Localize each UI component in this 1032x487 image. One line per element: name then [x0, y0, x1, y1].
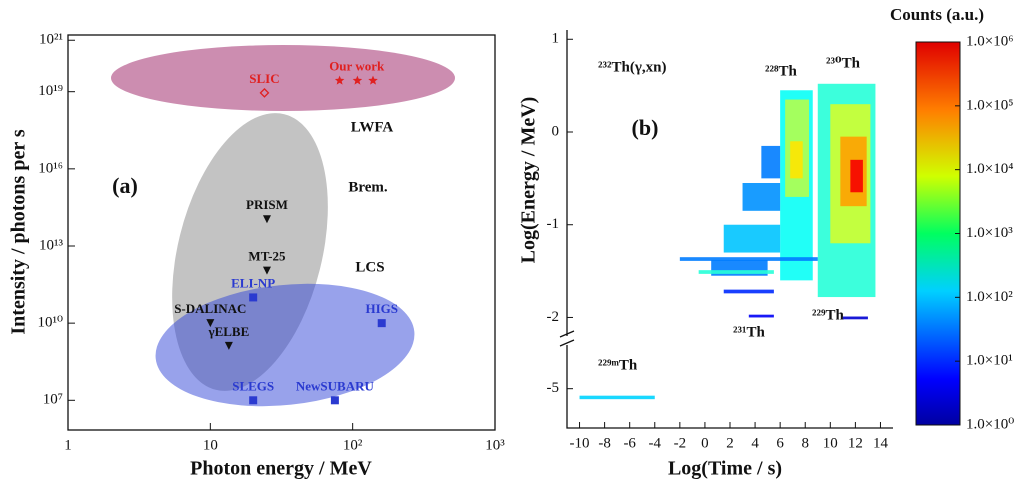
heat-cell	[790, 141, 803, 179]
axis-line	[566, 30, 893, 429]
x-tick-label: -8	[598, 435, 611, 451]
x-tick-label: 10³	[485, 437, 505, 453]
colorbar	[915, 41, 961, 426]
y-tick-label: 10¹³	[39, 237, 63, 253]
point	[334, 75, 345, 85]
x-tick-label: 10	[203, 437, 218, 453]
x-tick-label: 1	[64, 437, 72, 453]
y-tick-label: 10⁷	[43, 392, 63, 408]
region-ellipse	[111, 45, 455, 111]
x-tick-label: -10	[570, 435, 590, 451]
panel-a	[67, 34, 496, 431]
heat-cell	[698, 270, 774, 274]
heat-cell	[742, 183, 781, 211]
x-tick-label: 12	[848, 435, 863, 451]
x-tick-label: 10	[823, 435, 838, 451]
y-tick-label: -5	[547, 380, 560, 396]
x-tick-label: -2	[674, 435, 687, 451]
heat-cell	[679, 257, 818, 261]
y-tick-label: 10¹⁰	[37, 315, 63, 331]
point-label: γELBE	[208, 324, 250, 339]
point-label: NewSUBARU	[296, 378, 375, 393]
y-axis-title: Intensity / photons per s	[8, 129, 30, 334]
point-label: S-DALINAC	[174, 301, 246, 316]
heat-cell	[748, 314, 774, 318]
heat-cell	[723, 289, 774, 294]
y-axis-title: Log(Energy / MeV)	[518, 97, 540, 264]
annotation: ²³²Th(γ,xn)	[598, 59, 666, 75]
colorbar-tick-label: 1.0×10⁶	[966, 33, 1013, 49]
point	[259, 87, 270, 98]
point	[368, 75, 378, 85]
x-axis-title: Photon energy / MeV	[190, 458, 372, 480]
x-tick-label: 8	[801, 435, 809, 451]
annotation: ²³¹Th	[733, 324, 765, 340]
colorbar-tick-label: 1.0×10⁰	[966, 416, 1014, 432]
colorbar-tick-label: 1.0×10⁵	[966, 97, 1013, 113]
point-label: Our work	[329, 59, 385, 74]
y-tick-label: 0	[552, 123, 560, 139]
point	[352, 75, 363, 85]
x-tick-label: 4	[751, 435, 759, 451]
heat-cell	[761, 145, 781, 179]
x-tick-label: 2	[726, 435, 734, 451]
annotation: ²²⁹ᵐTh	[598, 357, 638, 373]
x-tick-label: -4	[649, 435, 662, 451]
point-label: HIGS	[365, 301, 398, 316]
x-axis-title: Log(Time / s)	[668, 458, 782, 480]
colorbar-tick-label: 1.0×10³	[966, 225, 1013, 241]
annotation: ²²⁸Th	[765, 63, 797, 79]
y-tick-label: 10¹⁹	[38, 83, 63, 99]
y-tick-label: 10²¹	[39, 32, 63, 48]
x-tick-label: 0	[701, 435, 709, 451]
colorbar-title: Counts (a.u.)	[890, 5, 984, 24]
annotation: ²³⁰Th	[826, 55, 861, 71]
point-label: SLEGS	[232, 378, 274, 393]
heat-cell	[842, 316, 868, 320]
y-tick-label: 10¹⁶	[38, 160, 63, 176]
region-label: LCS	[355, 259, 384, 275]
point	[206, 319, 215, 328]
point	[249, 396, 258, 405]
colorbar-tick-label: 1.0×10²	[966, 289, 1013, 305]
colorbar-tick-label: 1.0×10⁴	[966, 161, 1013, 177]
x-tick-label: 10²	[343, 437, 363, 453]
panel-b	[559, 30, 893, 429]
annotation: ²²⁹Th	[812, 307, 844, 323]
point	[262, 266, 271, 275]
colorbar-tick-label: 1.0×10¹	[966, 353, 1013, 369]
region-label: Brem.	[348, 179, 388, 195]
y-tick-label: -2	[547, 309, 560, 325]
plot-frame	[67, 34, 496, 431]
panel-label: (a)	[112, 173, 138, 198]
heat-cell	[579, 395, 655, 400]
point	[249, 293, 258, 302]
point	[224, 341, 233, 350]
y-tick-label: -1	[547, 216, 560, 232]
point-label: ELI-NP	[231, 275, 275, 290]
heat-cell	[723, 224, 781, 253]
x-tick-label: 14	[873, 435, 889, 451]
point-label: SLIC	[249, 71, 279, 86]
point	[377, 319, 386, 328]
point-label: PRISM	[246, 197, 288, 212]
point	[330, 396, 339, 405]
x-tick-label: 6	[776, 435, 784, 451]
heat-cell	[850, 159, 863, 193]
axis-break	[559, 330, 575, 347]
x-tick-label: -6	[623, 435, 636, 451]
y-tick-label: 1	[552, 31, 560, 47]
panel-label: (b)	[632, 115, 659, 140]
region-label: LWFA	[351, 119, 394, 135]
point	[262, 215, 271, 224]
region-ellipse	[155, 283, 415, 407]
point-label: MT-25	[248, 249, 286, 264]
